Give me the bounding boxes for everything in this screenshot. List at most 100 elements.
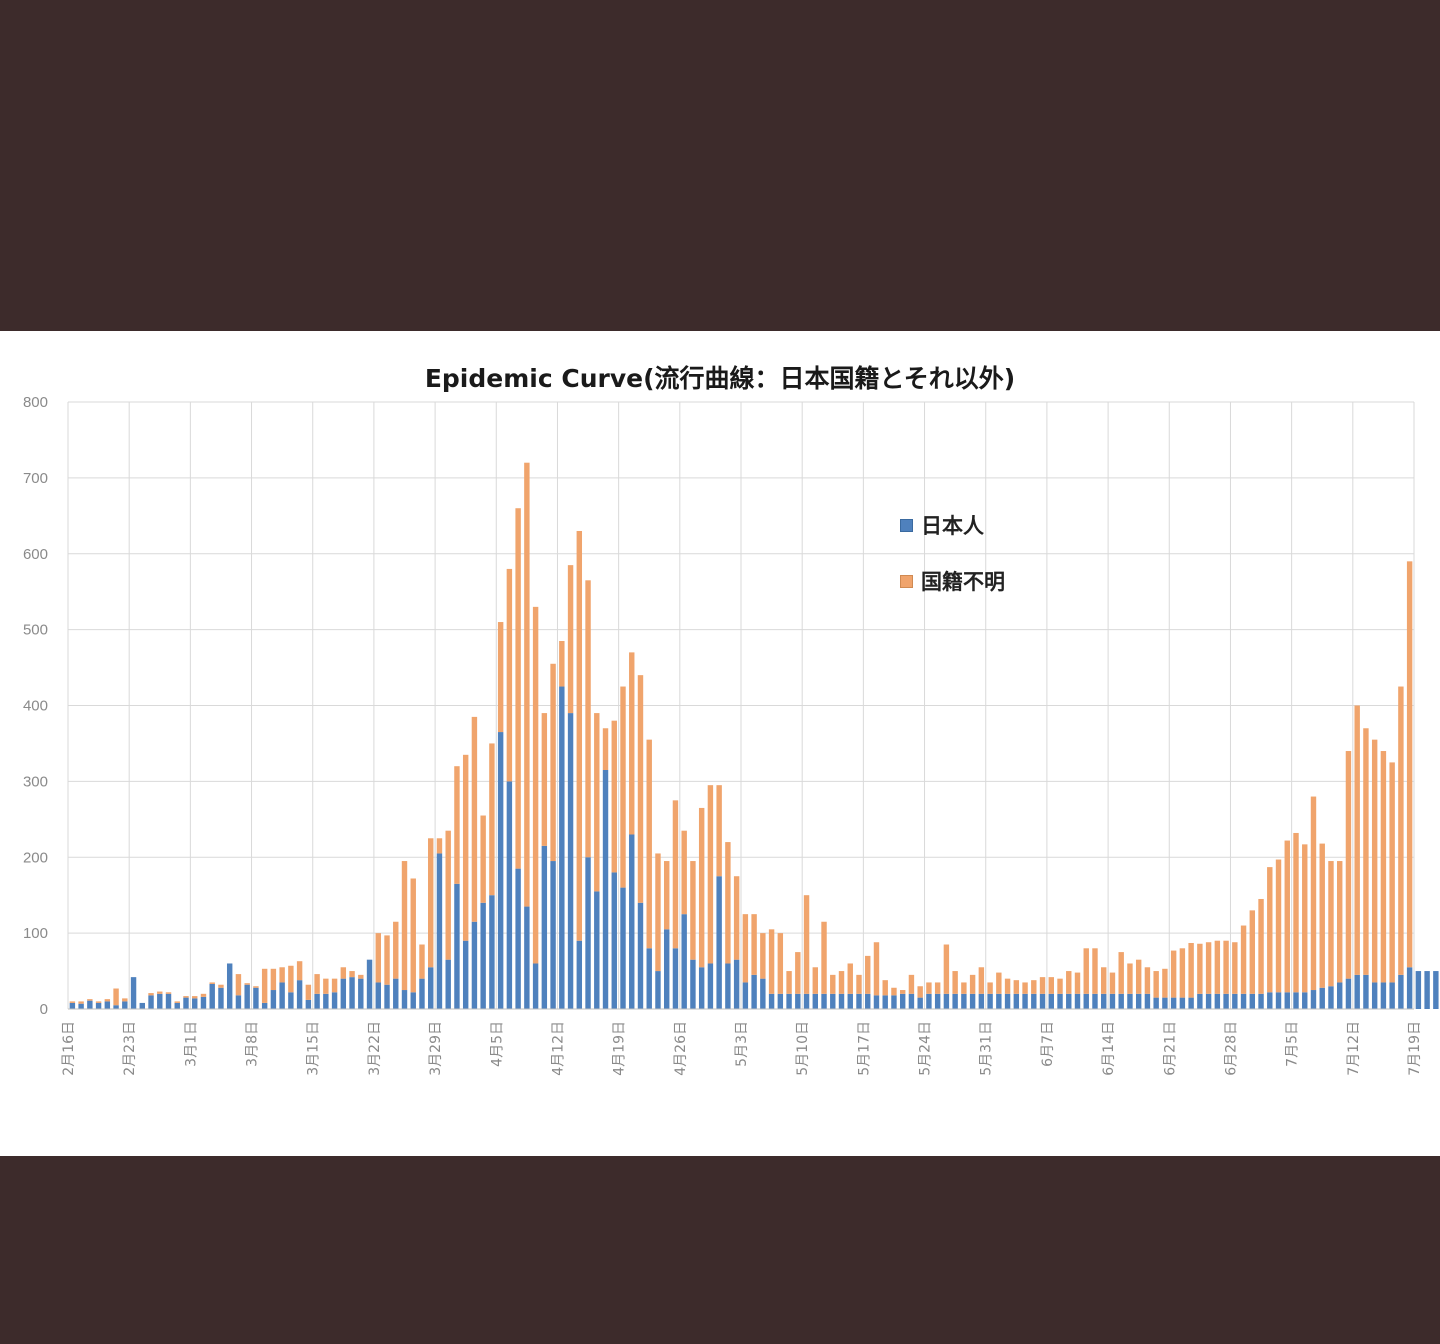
bar-japanese [550,861,556,1009]
bar-unknown-nationality [585,580,591,858]
bar-unknown-nationality [655,853,661,972]
bar-unknown-nationality [1258,898,1264,994]
bar-unknown-nationality [471,716,478,922]
bar-unknown-nationality [961,982,967,994]
bar-unknown-nationality [1066,971,1072,994]
legend-item-unknown-nationality: 国籍不明 [900,567,1005,595]
chart-panel: Epidemic Curve(流行曲線：日本国籍とそれ以外) 0 100 200 30… [0,331,1440,1156]
bar-japanese [1118,993,1124,1009]
bar-unknown-nationality [1170,950,1177,998]
bar-unknown-nationality [296,961,303,981]
bar-japanese [1354,974,1360,1009]
bar-unknown-nationality [314,974,320,994]
bar-unknown-nationality [69,1001,76,1003]
bar-japanese [419,978,425,1009]
bar-japanese [314,993,320,1009]
legend-swatch-japanese [900,518,913,532]
bar-japanese [1240,993,1247,1009]
y-tick-label: 200 [23,849,48,866]
bar-unknown-nationality [777,933,784,994]
bar-japanese [218,987,224,1009]
bar-unknown-nationality [1004,978,1011,994]
bar-japanese [200,996,207,1009]
x-tick-label: 6月28日 [1223,1021,1239,1076]
bar-unknown-nationality [899,990,906,994]
bar-unknown-nationality [865,955,871,994]
bar-unknown-nationality [1144,967,1151,994]
x-tick-label: 3月8日 [245,1021,261,1067]
bar-unknown-nationality [602,728,609,770]
bar-japanese [1004,993,1011,1009]
bar-japanese [620,887,626,1009]
bar-japanese [1170,997,1177,1009]
bar-japanese [637,902,644,1009]
bar-japanese [87,1000,93,1009]
bar-japanese [410,992,416,1009]
bar-japanese [760,978,766,1009]
bar-japanese [934,993,941,1009]
bar-japanese [1031,993,1037,1009]
bar-unknown-nationality [768,929,775,994]
bar-japanese [130,977,137,1009]
bar-unknown-nationality [532,606,539,964]
bar-japanese [1135,993,1142,1009]
bar-japanese [1022,993,1028,1009]
bar-japanese [244,984,250,1009]
bar-unknown-nationality [698,807,705,968]
x-tick-label: 3月22日 [367,1021,383,1076]
x-tick-label: 4月26日 [673,1021,689,1076]
bar-japanese [104,1001,111,1009]
bar-japanese [733,959,740,1009]
bar-unknown-nationality [559,641,565,687]
bar-japanese [1415,971,1422,1009]
bar-unknown-nationality [978,967,985,994]
bar-unknown-nationality [1013,980,1020,994]
bar-unknown-nationality [1336,861,1343,983]
bar-unknown-nationality [95,1001,102,1003]
bar-japanese [681,914,687,1009]
bar-unknown-nationality [987,982,993,994]
legend-label-unknown-nationality: 国籍不明 [921,570,1005,594]
x-tick-label: 6月14日 [1101,1021,1117,1076]
bar-unknown-nationality [157,991,163,994]
x-tick-label: 3月29日 [428,1021,444,1076]
bar-unknown-nationality [1083,948,1089,994]
x-tick-label: 5月24日 [918,1021,934,1076]
bar-japanese [148,995,154,1009]
bar-unknown-nationality [1074,972,1081,994]
bar-unknown-nationality [934,982,941,994]
bar-japanese [1293,992,1299,1009]
bar-japanese [725,963,731,1009]
bar-japanese [786,993,792,1009]
bar-japanese [585,857,591,1009]
bar-unknown-nationality [261,968,268,1003]
x-tick-label: 3月15日 [306,1021,322,1076]
bar-japanese [1433,971,1439,1009]
bar-japanese [340,978,347,1009]
x-tick-label: 2月23日 [122,1021,138,1076]
bar-unknown-nationality [524,462,530,907]
bar-unknown-nationality [1092,948,1098,994]
bar-japanese [594,891,600,1009]
bar-unknown-nationality [1284,840,1290,993]
bar-japanese [803,993,810,1009]
bar-japanese [611,872,617,1009]
bar-unknown-nationality [629,652,635,835]
bar-japanese [856,993,862,1009]
x-tick-label: 7月19日 [1407,1021,1423,1076]
bar-japanese [1249,993,1256,1009]
bar-japanese [401,990,408,1009]
bar-japanese [428,967,434,1009]
bar-japanese [209,983,215,1009]
bar-unknown-nationality [1039,977,1046,994]
bar-unknown-nationality [1249,910,1256,994]
bar-japanese [987,993,993,1009]
bar-unknown-nationality [104,999,111,1002]
bar-japanese [838,993,845,1009]
bar-japanese [969,993,976,1009]
bar-japanese [471,921,478,1009]
bar-unknown-nationality [943,944,950,994]
bar-japanese [1144,993,1151,1009]
bar-unknown-nationality [812,967,819,994]
bar-japanese [1223,993,1229,1009]
